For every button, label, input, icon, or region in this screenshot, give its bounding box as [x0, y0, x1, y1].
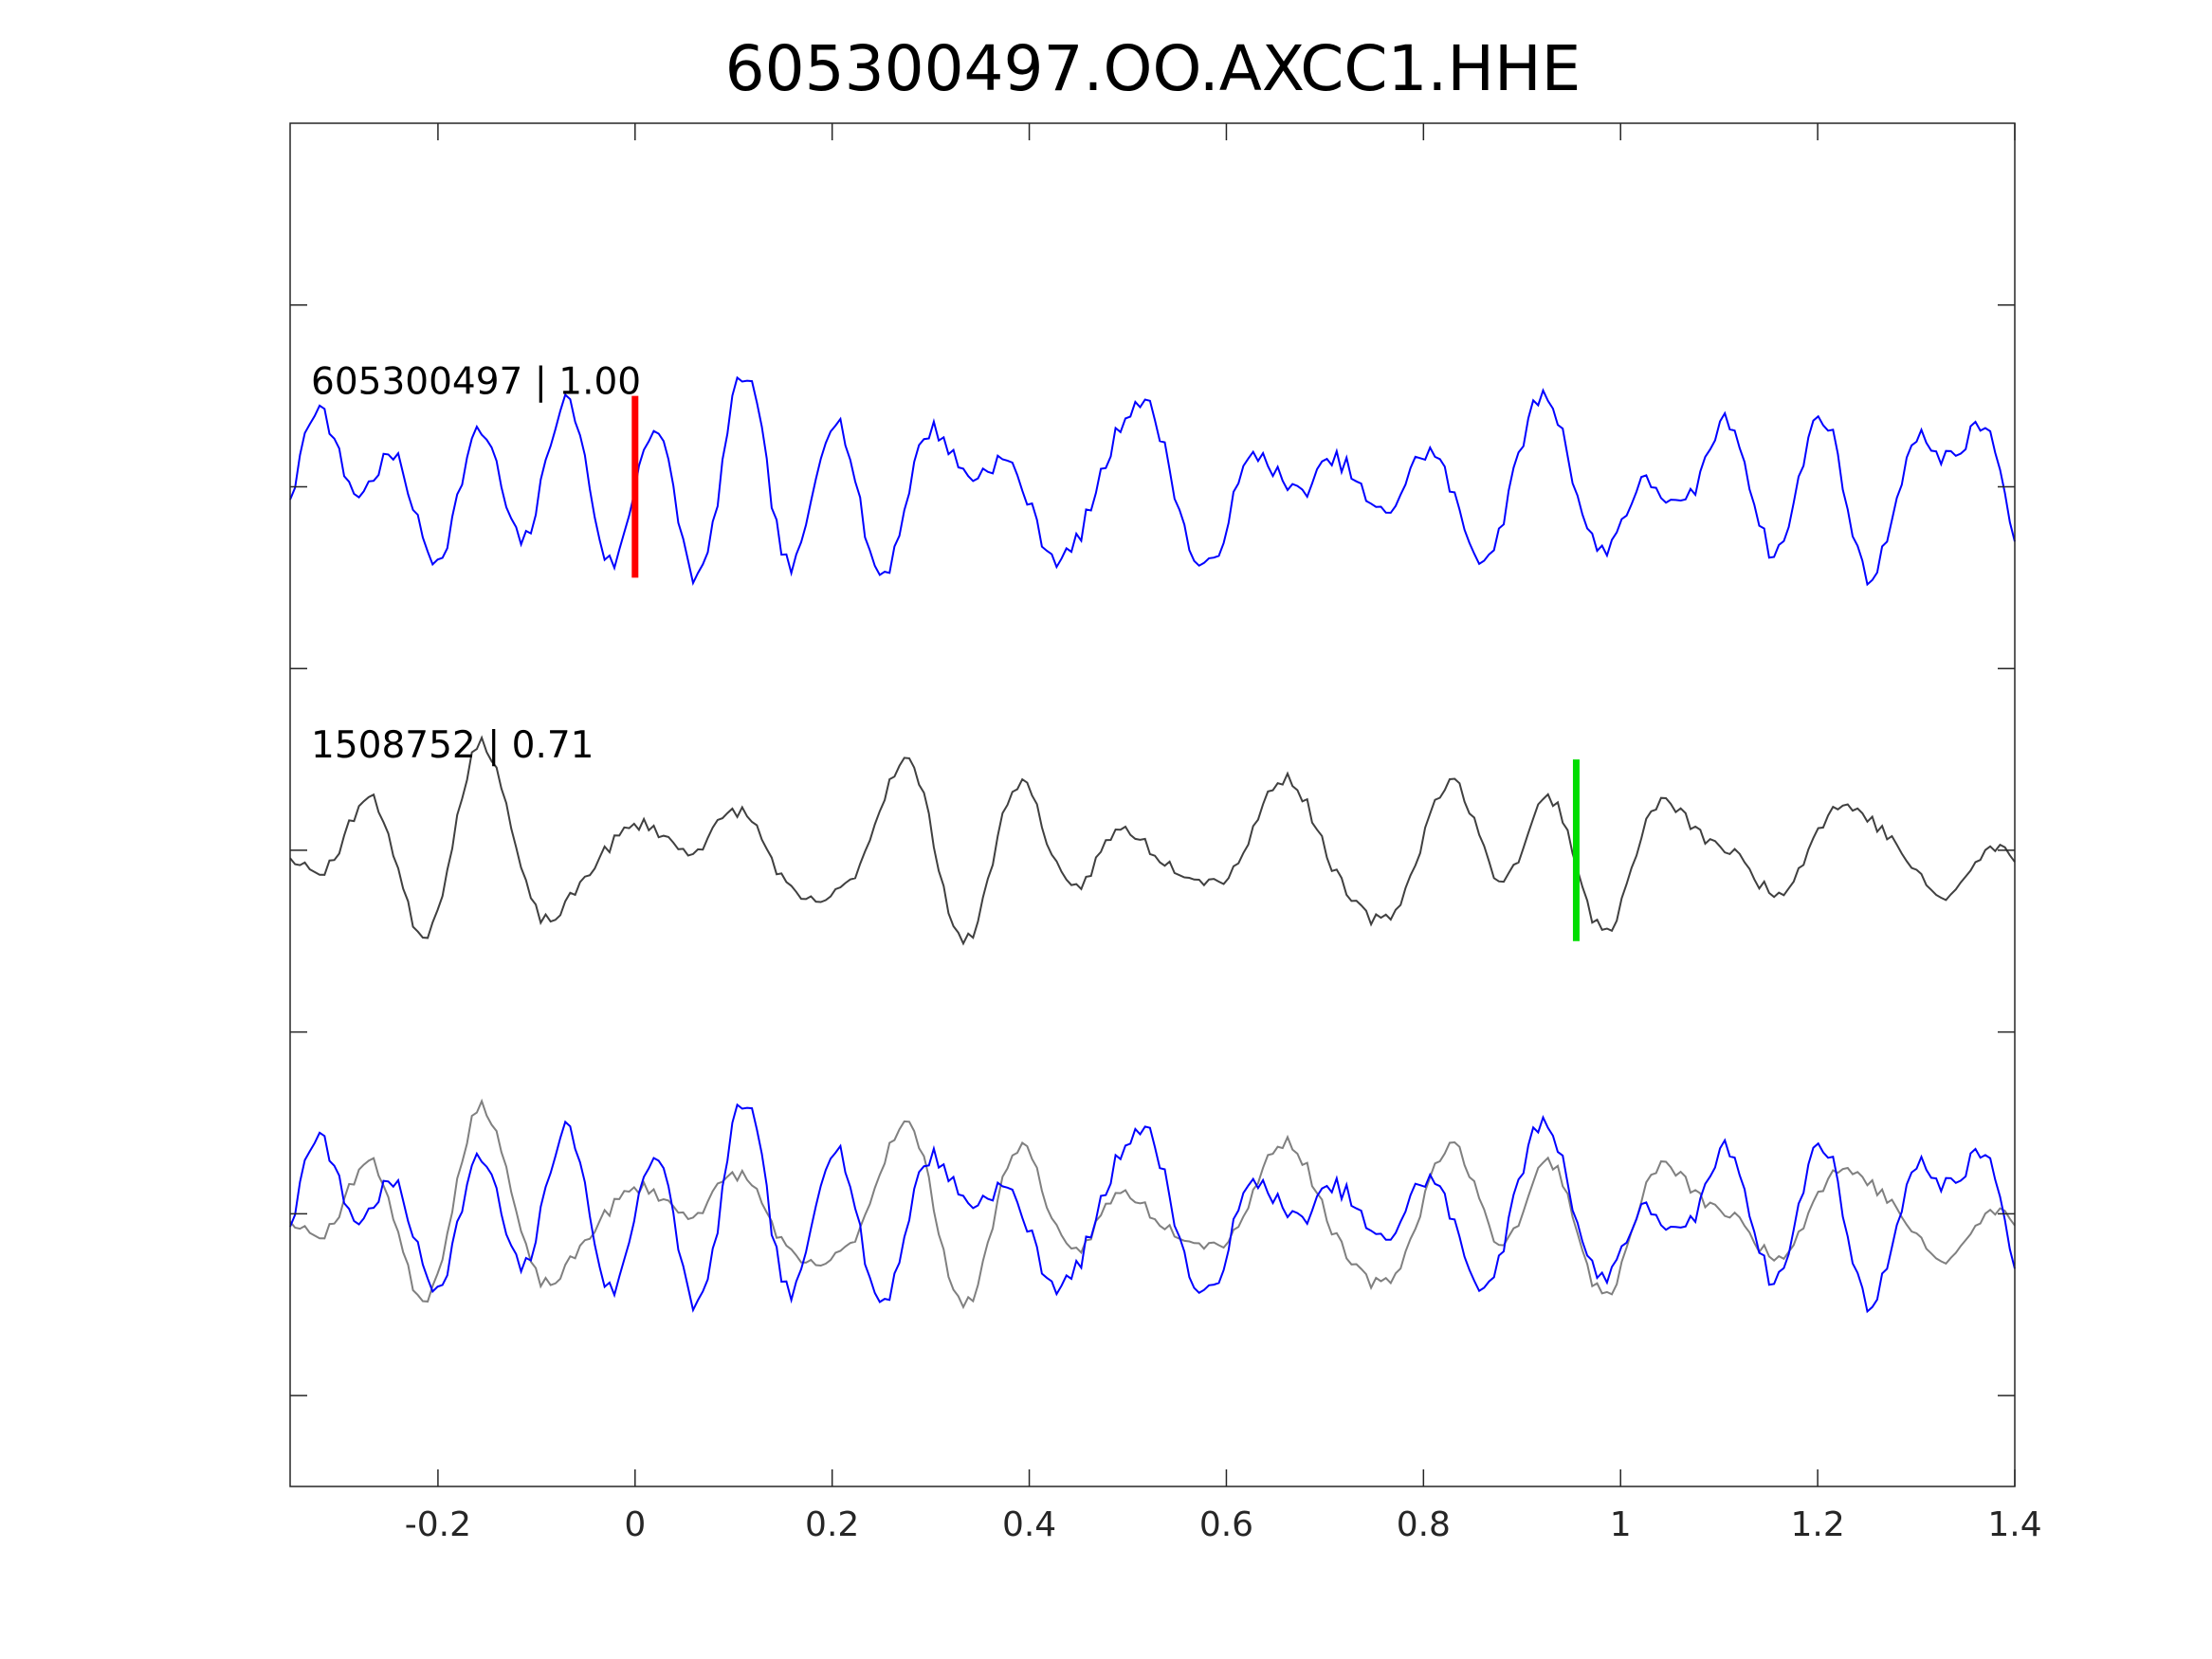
- plot-frame: [289, 122, 2016, 1487]
- x-tick-label: 0: [624, 1505, 646, 1544]
- trace-label-middle: 1508752 | 0.71: [311, 724, 594, 767]
- trace-labels: 605300497 | 1.00 1508752 | 0.71: [311, 361, 641, 767]
- x-tick-label: 1.4: [1987, 1505, 2041, 1544]
- x-tick-label: 1: [1610, 1505, 1632, 1544]
- pick-markers: [631, 395, 1580, 941]
- plot-background: [290, 123, 2015, 1486]
- overlay-trace-blue-line: [289, 1103, 2016, 1314]
- overlay-trace-gray-line: [289, 1098, 2016, 1310]
- axes: -0.2 0 0.2 0.4 0.6 0.8 1 1.2 1.4: [289, 122, 2042, 1544]
- x-tick-label: 1.2: [1790, 1505, 1844, 1544]
- x-tick-label: 0.6: [1199, 1505, 1253, 1544]
- chart-title: 605300497.OO.AXCC1.HHE: [725, 32, 1581, 105]
- x-tick-label: -0.2: [405, 1505, 471, 1544]
- trace-middle-line: [289, 735, 2016, 946]
- trace-label-top: 605300497 | 1.00: [311, 361, 641, 404]
- plot-area: [290, 123, 2015, 1486]
- trace-top-line: [289, 375, 2016, 587]
- x-tick-label: 0.8: [1397, 1505, 1451, 1544]
- x-tick-label: 0.2: [805, 1505, 859, 1544]
- x-tick-label: 0.4: [1002, 1505, 1056, 1544]
- traces-layer: [289, 375, 2016, 1314]
